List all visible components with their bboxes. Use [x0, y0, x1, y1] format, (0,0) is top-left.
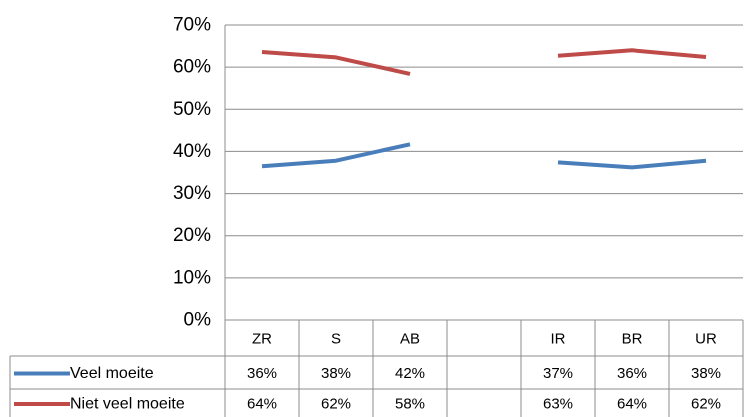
series-line — [261, 50, 411, 76]
data-label: 36% — [247, 365, 277, 382]
data-label: 64% — [617, 396, 647, 413]
category-label: ZR — [252, 331, 272, 348]
y-tick-label: 40% — [173, 141, 211, 162]
category-label: IR — [551, 331, 566, 348]
legend-label: Veel moeite — [70, 365, 154, 382]
series-line — [557, 48, 707, 59]
data-label: 36% — [617, 365, 647, 382]
y-tick-label: 30% — [173, 183, 211, 204]
y-tick-label: 20% — [173, 225, 211, 246]
category-label: UR — [695, 331, 717, 348]
series-line — [261, 142, 411, 169]
data-label: 38% — [691, 365, 721, 382]
data-label: 37% — [543, 365, 573, 382]
data-label: 63% — [543, 396, 573, 413]
category-label: AB — [400, 331, 420, 348]
data-label: 62% — [691, 396, 721, 413]
y-tick-label: 10% — [173, 267, 211, 288]
series-line — [557, 158, 707, 170]
y-tick-label: 0% — [184, 310, 212, 331]
data-label: 42% — [395, 365, 425, 382]
y-tick-label: 70% — [173, 15, 211, 36]
data-label: 62% — [321, 396, 351, 413]
data-label: 64% — [247, 396, 277, 413]
y-tick-label: 50% — [173, 99, 211, 120]
y-tick-label: 60% — [173, 57, 211, 78]
data-label: 58% — [395, 396, 425, 413]
legend-label: Niet veel moeite — [70, 396, 185, 413]
data-label: 38% — [321, 365, 351, 382]
category-label: S — [331, 331, 341, 348]
category-label: BR — [622, 331, 643, 348]
